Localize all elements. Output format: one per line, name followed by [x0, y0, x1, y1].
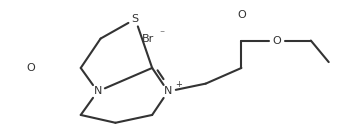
Text: Br: Br [142, 34, 154, 44]
Text: +: + [175, 80, 182, 89]
Text: S: S [132, 14, 139, 24]
Text: O: O [273, 36, 281, 46]
Text: ⁻: ⁻ [159, 30, 165, 40]
Text: N: N [93, 86, 102, 96]
Text: O: O [27, 63, 36, 73]
Text: O: O [237, 10, 246, 20]
Text: N: N [164, 86, 172, 96]
